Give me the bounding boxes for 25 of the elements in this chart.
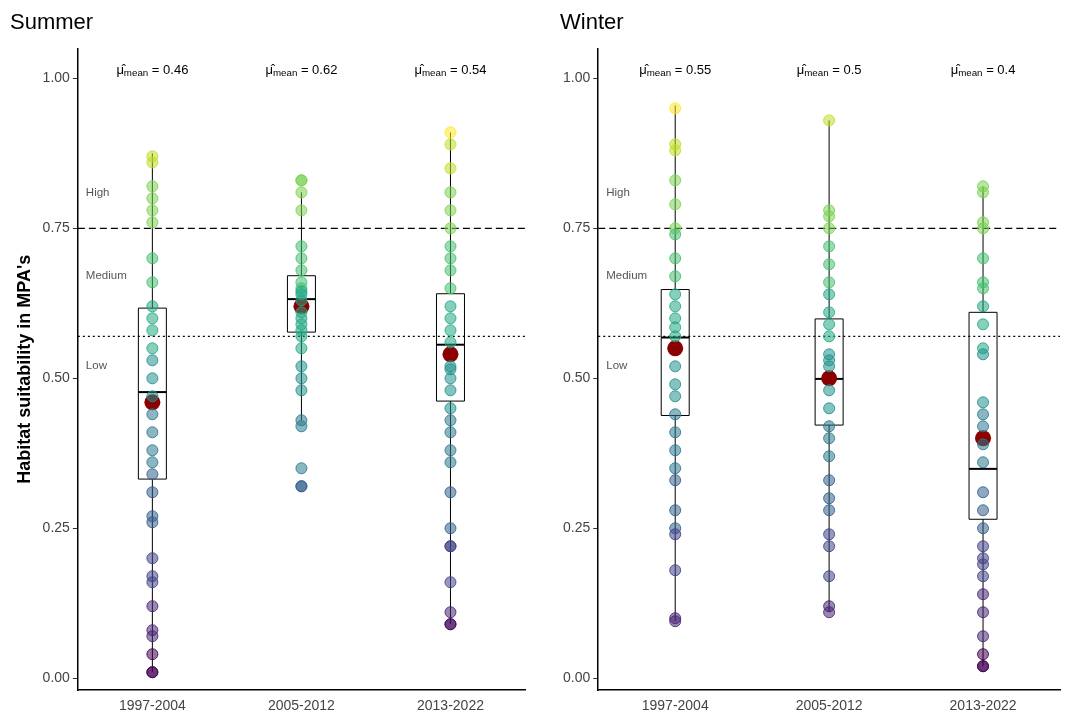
x-tick-label: 2013-2022: [949, 697, 1017, 714]
y-axis-title: Habitat suitability in MPA's: [13, 254, 34, 484]
y-tick-label: 0.00: [563, 669, 591, 686]
annotation: Medium: [85, 269, 127, 282]
annotation: High: [85, 185, 110, 198]
chart-title: Winter: [560, 9, 624, 35]
y-tick-label: 1.00: [563, 69, 591, 86]
chart-title: Summer: [10, 9, 94, 35]
y-tick-label: 0.00: [42, 669, 71, 686]
y-tick-label: 1.00: [42, 69, 71, 86]
y-tick-label: 0.25: [563, 519, 591, 536]
y-tick-label: 0.25: [42, 519, 71, 536]
annotation: Medium: [606, 269, 648, 282]
x-tick-label: 1997-2004: [118, 697, 187, 714]
y-tick-label: 0.75: [563, 219, 591, 236]
x-tick-label: 2005-2012: [267, 697, 336, 714]
x-tick-label: 2005-2012: [795, 697, 863, 714]
annotation: High: [606, 185, 630, 198]
y-tick-label: 0.50: [563, 369, 591, 386]
annotation: Low: [606, 359, 629, 372]
y-tick-label: 0.75: [42, 219, 71, 236]
y-tick-label: 0.50: [42, 369, 71, 386]
x-tick-label: 1997-2004: [641, 697, 709, 714]
x-tick-label: 2013-2022: [417, 697, 485, 714]
annotation: Low: [85, 359, 108, 372]
